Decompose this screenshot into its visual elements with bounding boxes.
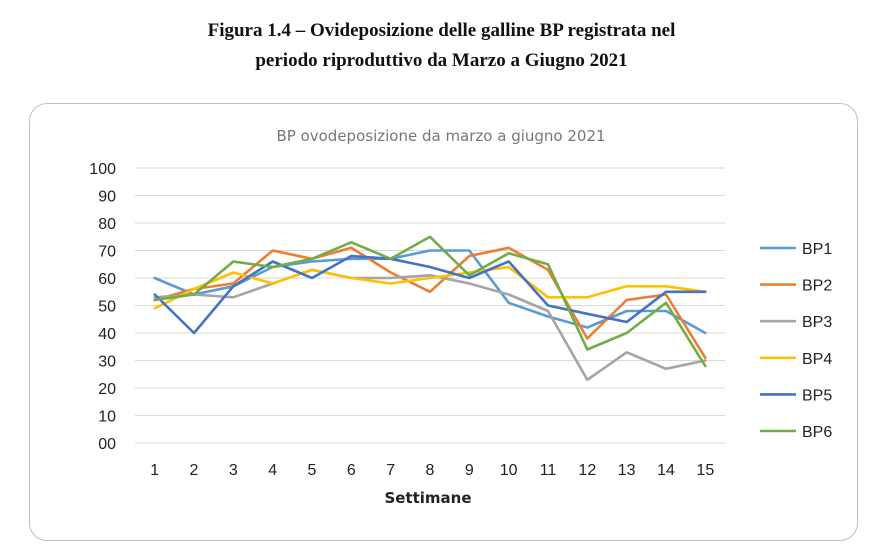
y-tick-label: 80 — [98, 216, 116, 233]
y-tick-label: 50 — [98, 299, 116, 316]
legend-label-bp3: BP3 — [802, 314, 832, 331]
y-tick-label: 40 — [98, 326, 116, 343]
series-lines — [153, 235, 707, 382]
series-line-bp4 — [153, 265, 707, 310]
legend: BP1 BP2 BP3 BP4 BP5 BP6 — [760, 241, 832, 441]
x-tick-label: 2 — [190, 462, 199, 479]
gridlines — [135, 167, 725, 444]
series-line-bp3 — [153, 268, 707, 382]
y-tick-label: 60 — [98, 271, 116, 288]
legend-label-bp1: BP1 — [802, 241, 832, 258]
series-line-bp5 — [153, 254, 707, 335]
x-tick-label: 12 — [578, 462, 596, 479]
x-tick-label: 8 — [426, 462, 435, 479]
legend-label-bp5: BP5 — [802, 387, 832, 404]
x-axis-label: Settimane — [384, 489, 471, 507]
series-line-bp2 — [153, 246, 707, 360]
chart-title: BP ovodeposizione da marzo a giugno 2021 — [276, 127, 605, 145]
y-tick-label: 100 — [89, 161, 116, 178]
x-tick-label: 4 — [268, 462, 277, 479]
x-tick-label: 14 — [657, 462, 675, 479]
y-tick-label: 70 — [98, 244, 116, 261]
y-tick-label: 10 — [98, 409, 116, 426]
figure-caption-line-1: Figura 1.4 – Ovideposizione delle gallin… — [207, 20, 676, 41]
chart-frame — [29, 103, 858, 541]
legend-label-bp2: BP2 — [802, 278, 832, 295]
x-tick-label: 15 — [696, 462, 714, 479]
x-tick-label: 3 — [229, 462, 238, 479]
y-tick-label: 20 — [98, 381, 116, 398]
x-tick-label: 5 — [308, 462, 317, 479]
series-line-bp6 — [153, 235, 707, 368]
series-line-bp1 — [153, 249, 707, 335]
x-tick-label: 13 — [618, 462, 636, 479]
legend-label-bp4: BP4 — [802, 351, 832, 368]
x-axis-ticks: 1 2 3 4 5 6 7 8 9 10 11 12 13 14 15 — [150, 462, 714, 479]
y-tick-label: 30 — [98, 354, 116, 371]
y-tick-label: 90 — [98, 189, 116, 206]
x-tick-label: 1 — [150, 462, 159, 479]
legend-label-bp6: BP6 — [802, 424, 832, 441]
x-tick-label: 7 — [386, 462, 395, 479]
x-tick-label: 10 — [500, 462, 518, 479]
y-tick-label: 00 — [98, 436, 116, 453]
figure-caption-line-2: periodo riproduttivo da Marzo a Giugno 2… — [255, 50, 628, 71]
y-axis-ticks: 00 10 20 30 40 50 60 70 80 90 100 — [89, 161, 116, 453]
x-tick-label: 6 — [347, 462, 356, 479]
x-tick-label: 11 — [540, 462, 557, 479]
x-tick-label: 9 — [465, 462, 474, 479]
figure-caption: Figura 1.4 – Ovideposizione delle gallin… — [0, 16, 883, 76]
